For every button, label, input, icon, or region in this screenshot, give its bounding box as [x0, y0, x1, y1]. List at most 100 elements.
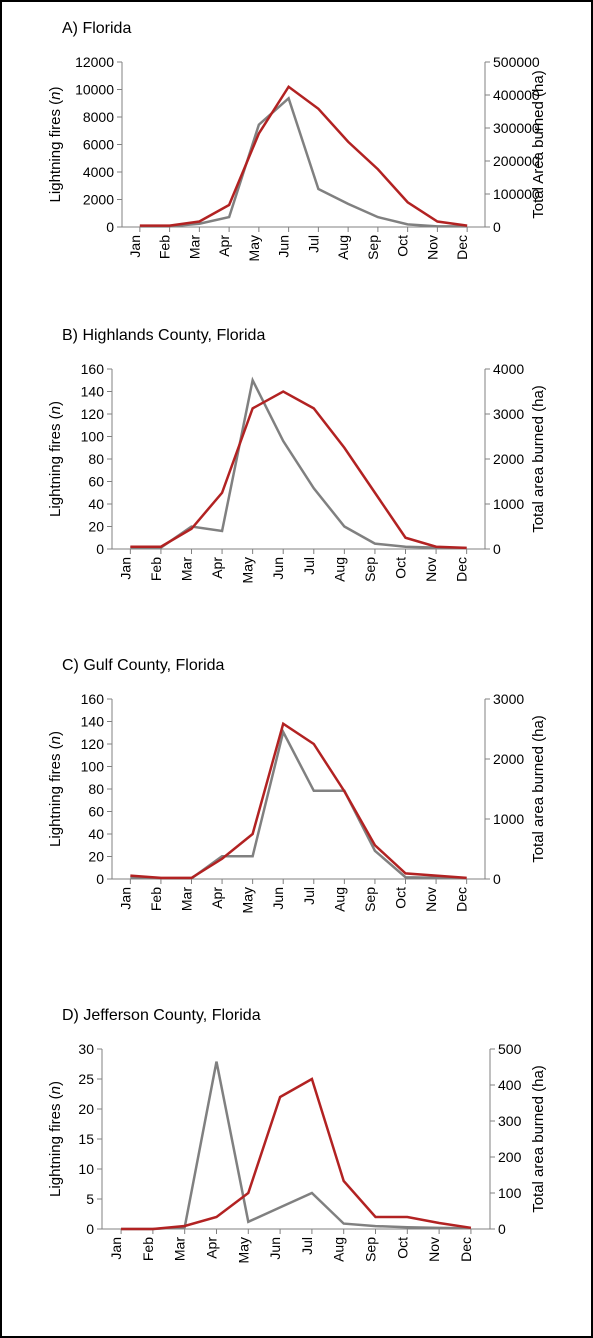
- xtick-month: Jul: [305, 235, 321, 253]
- ytick-right: 1000: [493, 496, 524, 512]
- ytick-right: 3000: [493, 406, 524, 422]
- ytick-left: 100: [81, 759, 105, 775]
- ytick-right: 300: [498, 1113, 522, 1129]
- panel-title-D: D) Jefferson County, Florida: [62, 1007, 261, 1025]
- chart-A: 0200040006000800010000120000100000200000…: [42, 37, 555, 287]
- series-area-burned: [130, 732, 466, 878]
- figure-frame: A) Florida020004000600080001000012000010…: [0, 0, 593, 1338]
- xtick-month: Jul: [301, 557, 317, 575]
- ytick-left: 80: [88, 451, 104, 467]
- xtick-month: Mar: [178, 557, 194, 581]
- y-axis-left-label: Lightning fires (n): [47, 401, 64, 517]
- ytick-right: 100: [498, 1185, 522, 1201]
- ytick-left: 40: [88, 496, 104, 512]
- ytick-right: 0: [493, 541, 501, 557]
- chart-B: 02040608010012014016001000200030004000Ja…: [42, 344, 555, 609]
- ytick-left: 0: [96, 541, 104, 557]
- ytick-right: 2000: [493, 751, 524, 767]
- ytick-left: 0: [86, 1221, 94, 1237]
- xtick-month: May: [235, 1237, 251, 1263]
- xtick-month: Dec: [458, 1237, 474, 1262]
- xtick-month: Jun: [270, 557, 286, 580]
- panel-title-C: C) Gulf County, Florida: [62, 657, 224, 675]
- xtick-month: Apr: [216, 235, 232, 257]
- xtick-month: Nov: [423, 557, 439, 582]
- series-lightning-fires: [140, 87, 467, 226]
- ytick-left: 120: [81, 736, 105, 752]
- ytick-left: 0: [96, 871, 104, 887]
- chart-D: 0510152025300100200300400500JanFebMarApr…: [42, 1024, 555, 1289]
- xtick-month: Feb: [157, 235, 173, 259]
- ytick-left: 5: [86, 1191, 94, 1207]
- xtick-month: Sep: [362, 887, 378, 912]
- ytick-left: 4000: [83, 164, 114, 180]
- xtick-month: May: [240, 557, 256, 583]
- ytick-left: 30: [78, 1041, 94, 1057]
- xtick-month: Apr: [209, 557, 225, 579]
- xtick-month: Sep: [365, 235, 381, 260]
- xtick-month: Jul: [299, 1237, 315, 1255]
- ytick-left: 80: [88, 781, 104, 797]
- y-axis-left-label: Lightning fires (n): [47, 1081, 64, 1197]
- xtick-month: Oct: [393, 887, 409, 909]
- xtick-month: Aug: [331, 887, 347, 912]
- ytick-left: 10000: [75, 82, 114, 98]
- xtick-month: Mar: [172, 1237, 188, 1261]
- ytick-right: 400: [498, 1077, 522, 1093]
- y-axis-left-label: Lightning fires (n): [47, 731, 64, 847]
- xtick-month: Nov: [424, 235, 440, 260]
- ytick-left: 2000: [83, 192, 114, 208]
- panel-title-A: A) Florida: [62, 20, 131, 38]
- xtick-month: Aug: [335, 235, 351, 260]
- ytick-left: 40: [88, 826, 104, 842]
- xtick-month: Jun: [276, 235, 292, 258]
- ytick-left: 140: [81, 384, 105, 400]
- y-axis-right-label: Total area burned (ha): [530, 385, 547, 533]
- xtick-month: May: [246, 235, 262, 261]
- panel-title-B: B) Highlands County, Florida: [62, 327, 265, 345]
- ytick-right: 0: [498, 1221, 506, 1237]
- xtick-month: Apr: [209, 887, 225, 909]
- xtick-month: Feb: [148, 557, 164, 581]
- chart-C: 0204060801001201401600100020003000JanFeb…: [42, 674, 555, 939]
- xtick-month: Dec: [454, 557, 470, 582]
- series-area-burned: [130, 380, 466, 548]
- xtick-month: Jun: [267, 1237, 283, 1260]
- xtick-month: Jan: [127, 235, 143, 258]
- ytick-left: 160: [81, 361, 105, 377]
- ytick-left: 6000: [83, 137, 114, 153]
- ytick-right: 0: [493, 871, 501, 887]
- xtick-month: Jan: [108, 1237, 124, 1260]
- ytick-right: 2000: [493, 451, 524, 467]
- series-lightning-fires: [130, 724, 466, 878]
- xtick-month: Nov: [423, 887, 439, 912]
- ytick-left: 10: [78, 1161, 94, 1177]
- xtick-month: Apr: [203, 1237, 219, 1259]
- ytick-left: 60: [88, 474, 104, 490]
- ytick-left: 100: [81, 429, 105, 445]
- series-area-burned: [140, 98, 467, 226]
- xtick-month: Nov: [426, 1237, 442, 1262]
- ytick-right: 4000: [493, 361, 524, 377]
- xtick-month: Jan: [117, 557, 133, 580]
- xtick-month: Jul: [301, 887, 317, 905]
- ytick-left: 8000: [83, 109, 114, 125]
- series-lightning-fires: [121, 1079, 471, 1229]
- xtick-month: Oct: [395, 235, 411, 257]
- ytick-left: 0: [106, 219, 114, 235]
- ytick-right: 200: [498, 1149, 522, 1165]
- ytick-right: 500: [498, 1041, 522, 1057]
- ytick-left: 12000: [75, 54, 114, 70]
- xtick-month: Mar: [178, 887, 194, 911]
- ytick-left: 140: [81, 714, 105, 730]
- y-axis-right-label: Total area burned (ha): [530, 1065, 547, 1213]
- xtick-month: Oct: [393, 557, 409, 579]
- ytick-left: 60: [88, 804, 104, 820]
- xtick-month: Dec: [454, 887, 470, 912]
- ytick-right: 0: [493, 219, 501, 235]
- ytick-left: 20: [88, 519, 104, 535]
- xtick-month: Feb: [148, 887, 164, 911]
- xtick-month: May: [240, 887, 256, 913]
- ytick-left: 20: [88, 849, 104, 865]
- ytick-left: 160: [81, 691, 105, 707]
